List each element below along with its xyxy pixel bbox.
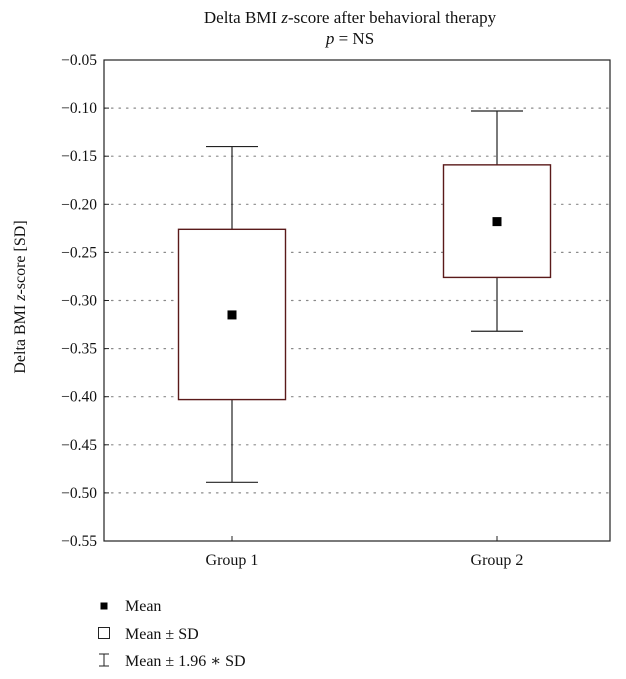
legend-item-ci: Mean ± 1.96 ∗ SD	[99, 653, 246, 670]
y-tick-label: −0.35	[61, 341, 97, 358]
y-tick-label: −0.15	[61, 148, 97, 165]
plot-area-frame	[103, 59, 611, 542]
legend-label-sd: Mean ± SD	[125, 626, 199, 643]
box-groups	[177, 110, 552, 483]
y-tick-label: −0.55	[61, 533, 97, 550]
whisker-icon	[99, 653, 109, 667]
x-category-label: Group 2	[471, 552, 524, 569]
y-tick-label: −0.40	[61, 389, 97, 406]
y-axis-label: Delta BMI z-score [SD]	[12, 220, 29, 373]
mean-marker	[492, 217, 502, 227]
legend-label-mean: Mean	[125, 598, 161, 615]
legend-item-sd: Mean ± SD	[98, 626, 199, 643]
box-group-2	[442, 110, 552, 332]
y-tick-label: −0.30	[61, 293, 97, 310]
sd-box-icon	[98, 627, 110, 639]
y-tick-label: −0.45	[61, 437, 97, 454]
box-group-1	[177, 145, 287, 483]
y-tick-label: −0.50	[61, 485, 97, 502]
legend: Mean Mean ± SD Mean ± 1.96 ∗ SD	[98, 598, 246, 670]
y-tick-label: −0.25	[61, 244, 97, 261]
mean-marker-icon	[100, 602, 108, 610]
chart-title-line1: Delta BMI z-score after behavioral thera…	[204, 8, 497, 27]
x-axis-labels: Group 1 Group 2	[206, 536, 524, 569]
mean-marker	[227, 310, 237, 320]
y-tick-label: −0.10	[61, 100, 97, 117]
legend-item-mean: Mean	[100, 598, 161, 615]
y-axis-ticks: −0.05 −0.10 −0.15 −0.20 −0.25 −0.30 −0.35 −0.40…	[61, 52, 109, 550]
legend-label-ci: Mean ± 1.96 ∗ SD	[125, 653, 246, 670]
chart-title-line2: p = NS	[325, 29, 374, 48]
x-category-label: Group 1	[206, 552, 259, 569]
y-tick-label: −0.05	[61, 52, 97, 69]
y-tick-label: −0.20	[61, 196, 97, 213]
